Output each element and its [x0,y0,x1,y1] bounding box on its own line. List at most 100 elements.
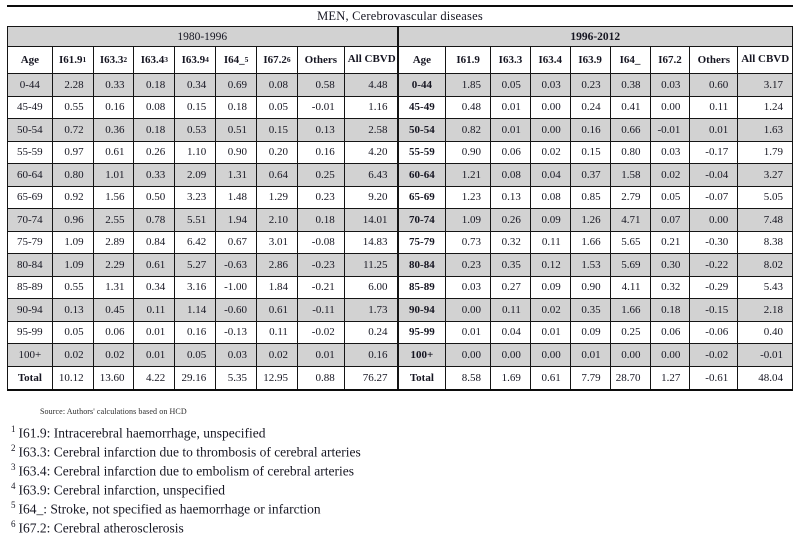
value-cell: 0.90 [570,276,610,299]
value-cell: 0.06 [650,321,690,344]
total-value-cell: 8.58 [446,366,491,390]
column-header: I63.3 [491,47,531,74]
value-cell: 4.71 [610,209,650,232]
value-cell: 1.85 [446,74,491,97]
value-cell: 0.01 [491,96,531,119]
value-cell: 0.33 [134,164,175,187]
column-header: I63.32 [93,47,134,74]
age-cell: 65-69 [398,186,446,209]
value-cell: 0.23 [297,186,344,209]
value-cell: 0.09 [530,209,570,232]
footnote-text: I63.9: Cerebral infarction, unspecified [19,482,226,497]
column-header: I64_5 [216,47,257,74]
value-cell: 2.55 [93,209,134,232]
value-cell: 0.50 [134,186,175,209]
value-cell: 4.20 [344,141,397,164]
value-cell: 0.11 [134,299,175,322]
value-cell: 0.15 [175,96,216,119]
age-cell: 85-89 [8,276,53,299]
value-cell: 3.27 [738,164,793,187]
value-cell: 0.90 [216,141,257,164]
value-cell: 0.11 [690,96,738,119]
value-cell: -0.06 [690,321,738,344]
value-cell: 0.61 [134,254,175,277]
value-cell: 0.03 [530,74,570,97]
column-header: I63.94 [175,47,216,74]
age-cell: 75-79 [8,231,53,254]
value-cell: 1.24 [738,96,793,119]
value-cell: 6.42 [175,231,216,254]
column-header: I67.2 [650,47,690,74]
value-cell: 0.06 [491,141,531,164]
value-cell: 0.80 [52,164,93,187]
value-cell: -0.11 [297,299,344,322]
total-value-cell: 28.70 [610,366,650,390]
value-cell: 1.84 [257,276,298,299]
age-cell: 95-99 [398,321,446,344]
value-cell: 1.58 [610,164,650,187]
value-cell: 0.00 [530,96,570,119]
value-cell: 0.16 [175,321,216,344]
value-cell: -0.04 [690,164,738,187]
value-cell: 0.27 [491,276,531,299]
value-cell: 0.23 [446,254,491,277]
value-cell: 0.00 [446,344,491,367]
value-cell: 0.58 [297,74,344,97]
value-cell: 0.12 [530,254,570,277]
footnote-text: I63.4: Cerebral infarction due to emboli… [19,463,355,478]
value-cell: 2.86 [257,254,298,277]
age-cell: 100+ [8,344,53,367]
value-cell: 0.00 [690,209,738,232]
age-cell: 65-69 [8,186,53,209]
value-cell: 1.09 [446,209,491,232]
value-cell: 1.31 [93,276,134,299]
value-cell: 0.00 [446,299,491,322]
value-cell: -0.22 [690,254,738,277]
value-cell: 1.09 [52,254,93,277]
value-cell: 0.16 [344,344,397,367]
age-cell: 70-74 [8,209,53,232]
value-cell: -0.01 [738,344,793,367]
value-cell: 0.69 [216,74,257,97]
value-cell: 0.61 [257,299,298,322]
value-cell: 0.72 [52,119,93,142]
value-cell: 0.67 [216,231,257,254]
value-cell: -1.00 [216,276,257,299]
value-cell: 0.45 [93,299,134,322]
value-cell: 1.14 [175,299,216,322]
total-value-cell: 5.35 [216,366,257,390]
total-value-cell: 0.61 [530,366,570,390]
age-cell: 60-64 [8,164,53,187]
value-cell: 1.53 [570,254,610,277]
value-cell: 0.01 [134,344,175,367]
value-cell: 0.00 [650,344,690,367]
value-cell: 0.84 [134,231,175,254]
footnote-number: 3 [11,462,16,472]
value-cell: 0.35 [570,299,610,322]
footnote-marker: 6 [287,55,291,64]
footnote-number: 1 [11,424,16,434]
value-cell: 3.16 [175,276,216,299]
value-cell: 0.05 [491,74,531,97]
value-cell: 0.25 [610,321,650,344]
value-cell: 5.65 [610,231,650,254]
age-cell: 80-84 [8,254,53,277]
value-cell: 8.02 [738,254,793,277]
value-cell: -0.63 [216,254,257,277]
value-cell: 0.18 [134,74,175,97]
total-value-cell: 10.12 [52,366,93,390]
value-cell: 0.08 [530,186,570,209]
period-header: 1980-1996 [8,27,398,47]
